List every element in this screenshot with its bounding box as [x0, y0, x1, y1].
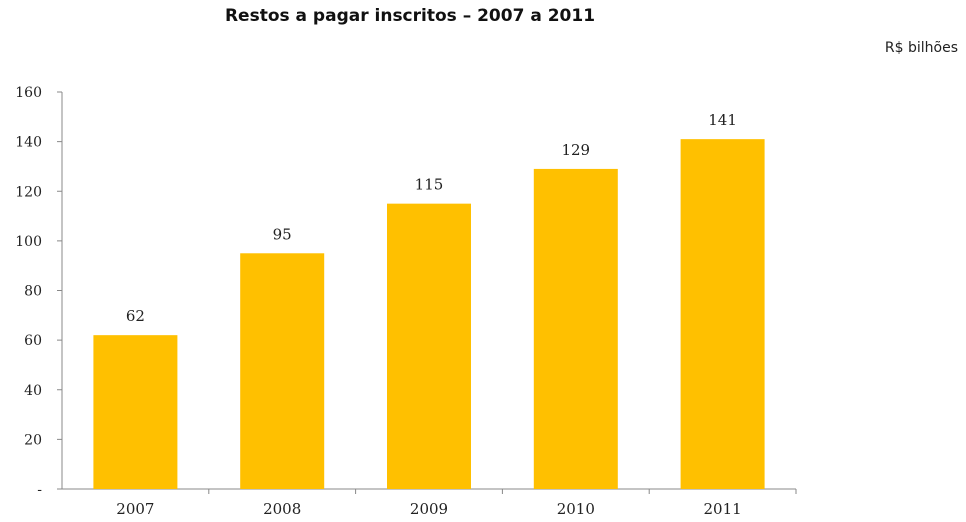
- bar-2008: [240, 253, 325, 489]
- x-tick-label-2010: 2010: [557, 500, 595, 518]
- y-tick-label: 60: [24, 333, 42, 349]
- bar-2010: [533, 168, 618, 489]
- bar-2011: [680, 139, 765, 490]
- x-tick-label-2011: 2011: [704, 500, 742, 518]
- x-tick-label-2009: 2009: [410, 500, 448, 518]
- bar-2007: [93, 335, 178, 489]
- data-label-2007: 62: [126, 307, 145, 325]
- y-tick-label: 20: [24, 432, 42, 448]
- unit-label: R$ bilhões: [884, 40, 958, 56]
- data-label-2011: 141: [708, 111, 737, 129]
- y-tick-label: 40: [24, 383, 42, 399]
- y-tick-label: 100: [15, 234, 42, 250]
- data-label-2008: 95: [273, 225, 292, 243]
- chart-title: Restos a pagar inscritos – 2007 a 2011: [224, 6, 596, 26]
- x-tick-label-2008: 2008: [263, 500, 301, 518]
- data-label-2009: 115: [415, 176, 444, 194]
- y-tick-label: 120: [15, 184, 42, 200]
- y-tick-label: 140: [15, 135, 42, 151]
- y-tick-label: 160: [15, 85, 42, 101]
- data-label-2010: 129: [561, 141, 590, 159]
- y-tick-label: 80: [24, 284, 42, 300]
- x-tick-label-2007: 2007: [116, 500, 154, 518]
- bar-2009: [387, 203, 471, 489]
- y-tick-label: -: [37, 482, 42, 498]
